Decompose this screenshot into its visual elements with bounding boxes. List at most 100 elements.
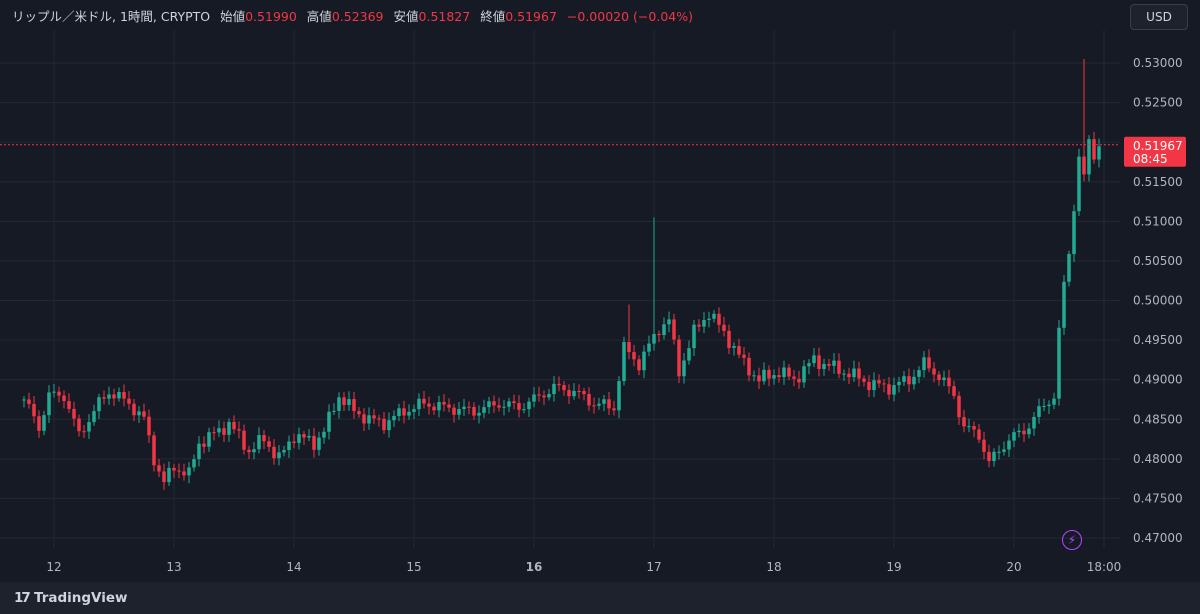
- candle-body: [772, 375, 776, 379]
- candle-body: [782, 367, 786, 378]
- candle-body: [547, 394, 551, 398]
- candle-body: [507, 401, 511, 407]
- candle-body: [267, 441, 271, 447]
- candle-body: [187, 467, 191, 476]
- candle-body: [207, 432, 211, 447]
- footer-bar: [0, 582, 1200, 614]
- candle-body: [657, 333, 661, 336]
- candle-body: [557, 383, 561, 386]
- candle-body: [892, 385, 896, 395]
- candle-body: [822, 363, 826, 370]
- candle-body: [242, 430, 246, 450]
- candle-body: [817, 355, 821, 370]
- candle-body: [247, 449, 251, 453]
- candle-body: [597, 403, 601, 406]
- candle-body: [997, 451, 1001, 453]
- candle-body: [652, 333, 656, 344]
- tradingview-brand[interactable]: 17 TradingView: [14, 590, 128, 606]
- candle-body: [457, 409, 461, 415]
- candle-body: [237, 429, 241, 431]
- candle-body: [792, 376, 796, 379]
- candle-body: [592, 405, 596, 407]
- candle-body: [702, 319, 706, 327]
- candle-body: [292, 441, 296, 443]
- candle-body: [232, 421, 236, 430]
- candle-body: [387, 420, 391, 431]
- candle-body: [837, 360, 841, 374]
- candle-body: [917, 370, 921, 377]
- candle-body: [692, 324, 696, 349]
- candle-body: [952, 386, 956, 396]
- candle-body: [632, 352, 636, 360]
- candle-body: [157, 465, 161, 472]
- candle-body: [577, 390, 581, 392]
- brand-label: TradingView: [34, 590, 128, 606]
- candle-body: [147, 416, 151, 436]
- currency-button[interactable]: USD: [1130, 4, 1188, 30]
- candle-body: [132, 403, 136, 416]
- candle-body: [807, 363, 811, 367]
- candle-body: [1062, 281, 1066, 328]
- x-tick-label: 13: [166, 560, 181, 574]
- candle-body: [117, 391, 121, 399]
- candle-body: [462, 406, 466, 410]
- candle-body: [447, 404, 451, 408]
- candle-body: [562, 385, 566, 391]
- x-tick-label: 17: [646, 560, 661, 574]
- candle-body: [1082, 156, 1086, 175]
- candle-body: [677, 339, 681, 377]
- y-tick-label: 0.47500: [1133, 491, 1183, 505]
- candle-body: [682, 360, 686, 377]
- candle-body: [502, 406, 506, 408]
- candle-body: [287, 441, 291, 451]
- candle-body: [87, 422, 91, 432]
- candle-body: [262, 435, 266, 442]
- candle-body: [1072, 211, 1076, 255]
- lightning-icon[interactable]: ⚡: [1062, 530, 1082, 550]
- price-chart[interactable]: 0.530000.525000.520000.515000.510000.505…: [0, 0, 1200, 582]
- x-tick-label: 15: [406, 560, 421, 574]
- candle-body: [202, 443, 206, 447]
- y-tick-label: 0.48000: [1133, 452, 1183, 466]
- candle-body: [667, 319, 671, 325]
- candle-body: [37, 416, 41, 431]
- candle-body: [902, 376, 906, 382]
- candle-body: [827, 363, 831, 366]
- candle-body: [432, 406, 436, 411]
- high-label: 高値: [306, 9, 332, 24]
- candle-body: [252, 449, 256, 453]
- candle-body: [1092, 139, 1096, 160]
- candle-body: [922, 357, 926, 371]
- y-tick-label: 0.50500: [1133, 254, 1183, 268]
- countdown-label: 08:45: [1133, 152, 1168, 166]
- candle-body: [57, 391, 61, 396]
- candle-body: [27, 399, 31, 404]
- candle-body: [437, 402, 441, 411]
- candle-body: [572, 390, 576, 397]
- candle-body: [527, 401, 531, 410]
- candle-body: [687, 348, 691, 361]
- y-tick-label: 0.49000: [1133, 373, 1183, 387]
- candle-body: [907, 376, 911, 385]
- candle-body: [127, 398, 131, 404]
- candle-body: [312, 435, 316, 450]
- tradingview-logo-icon: 17: [14, 590, 31, 606]
- candle-body: [512, 401, 516, 404]
- candle-body: [257, 435, 261, 450]
- candle-body: [1057, 327, 1061, 399]
- candle-body: [857, 368, 861, 379]
- candle-body: [347, 399, 351, 405]
- candle-body: [1027, 428, 1031, 435]
- candle-body: [472, 406, 476, 416]
- y-tick-label: 0.49500: [1133, 333, 1183, 347]
- candle-body: [487, 401, 491, 408]
- candle-body: [327, 411, 331, 432]
- candle-body: [82, 431, 86, 433]
- candle-body: [517, 403, 521, 410]
- candle-body: [912, 376, 916, 385]
- candle-body: [587, 393, 591, 406]
- candle-body: [142, 411, 146, 417]
- candle-body: [422, 398, 426, 404]
- candle-body: [972, 426, 976, 430]
- candle-body: [382, 418, 386, 431]
